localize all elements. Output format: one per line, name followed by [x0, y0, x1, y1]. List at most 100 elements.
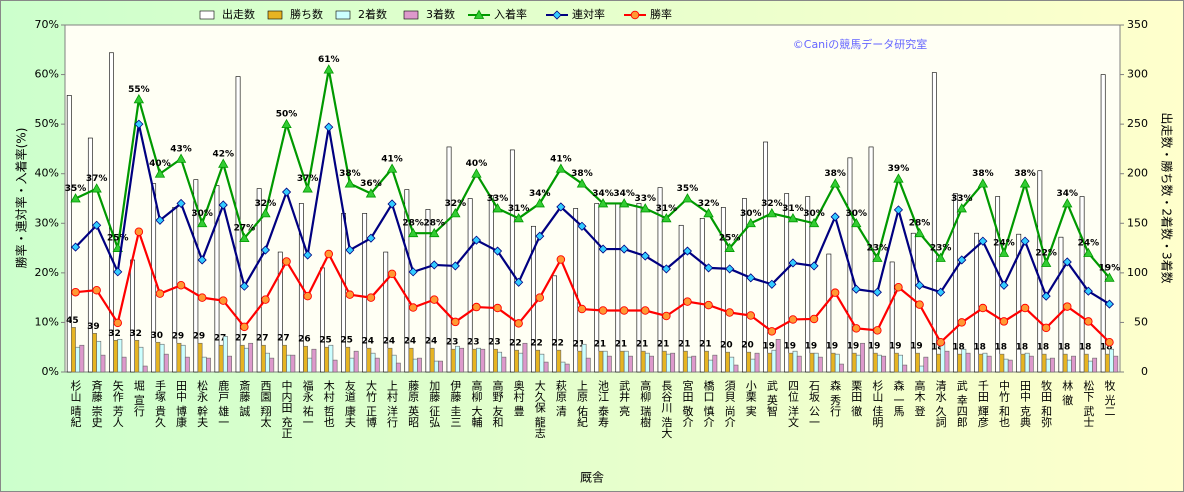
marker — [598, 306, 608, 315]
marker — [552, 10, 562, 20]
marker — [682, 246, 693, 256]
legend-swatch — [335, 10, 351, 20]
marker — [597, 198, 609, 208]
bar — [817, 356, 823, 373]
marker — [92, 285, 101, 295]
marker — [70, 242, 81, 252]
line — [75, 69, 1111, 279]
bar-value-label: 19 — [910, 342, 923, 352]
bar — [138, 346, 144, 373]
marker — [767, 279, 777, 289]
data-label: 32% — [761, 199, 783, 209]
marker — [197, 255, 207, 265]
bar — [256, 188, 262, 373]
y2-tick-label: 250 — [1127, 117, 1148, 130]
bar — [1104, 353, 1110, 373]
bar — [79, 344, 85, 373]
y2-tick-label: 0 — [1141, 365, 1148, 378]
marker — [345, 245, 355, 255]
bar — [1016, 233, 1022, 373]
bar — [606, 355, 612, 373]
bar — [1028, 355, 1034, 373]
data-label: 23% — [930, 243, 952, 253]
bar-value-label: 25 — [319, 336, 332, 346]
bar — [860, 342, 865, 373]
bar — [1109, 348, 1114, 373]
bar — [742, 198, 747, 373]
marker — [703, 208, 714, 218]
bar — [687, 356, 692, 373]
bar — [417, 357, 422, 373]
marker — [556, 202, 566, 212]
data-label: 42% — [212, 149, 234, 159]
bar-value-label: 29 — [193, 332, 206, 342]
marker — [724, 242, 735, 252]
x-tick-label: 森 秀行 — [829, 379, 842, 417]
x-tick-label: 牧田 和弥 — [1040, 379, 1053, 428]
x-tick-label: 友道 康夫 — [343, 379, 356, 428]
line — [74, 123, 1111, 306]
bar — [733, 364, 739, 373]
x-tick-label: 林 徹 — [1061, 379, 1074, 406]
marker — [618, 198, 630, 208]
x-tick-label: 松下 武士 — [1082, 379, 1095, 428]
bar — [640, 350, 646, 373]
bar — [134, 339, 140, 373]
marker — [767, 327, 777, 336]
data-label: 33% — [487, 194, 509, 204]
bar — [1050, 357, 1055, 373]
bar — [628, 355, 633, 373]
data-label: 23% — [867, 243, 889, 253]
bar — [370, 352, 376, 373]
x-tick-label: 上原 佑紀 — [575, 380, 588, 428]
marker — [323, 64, 334, 74]
bar — [113, 339, 119, 373]
marker — [1083, 286, 1093, 296]
marker — [365, 188, 377, 198]
data-label: 41% — [381, 154, 403, 164]
legend-swatch — [267, 10, 283, 20]
x-tick-label: 高柳 大輔 — [470, 379, 483, 428]
data-label: 39% — [888, 164, 910, 174]
x-tick-label: 杉山 晴紀 — [69, 379, 82, 428]
marker — [914, 227, 925, 238]
bar — [450, 348, 456, 373]
y-tick-label: 60% — [35, 68, 59, 81]
marker — [577, 304, 587, 314]
x-tick-label: 松永 幹夫 — [196, 379, 209, 428]
marker — [936, 287, 946, 297]
marker — [894, 282, 903, 292]
bar — [767, 352, 773, 373]
marker — [915, 300, 924, 309]
marker — [640, 203, 651, 213]
bar — [425, 209, 431, 373]
legend-label: 3着数 — [426, 7, 455, 21]
bar — [649, 355, 654, 373]
bar — [813, 352, 819, 373]
marker — [344, 178, 356, 188]
bar — [332, 359, 338, 373]
bar — [619, 350, 625, 373]
marker — [640, 251, 650, 261]
x-tick-label: 清水 久詞 — [934, 380, 947, 428]
bar — [218, 344, 224, 373]
marker — [1041, 291, 1051, 301]
bar-value-label: 23 — [446, 338, 459, 348]
marker — [630, 10, 640, 20]
marker — [451, 317, 460, 327]
x-tick-label: 栗田 徹 — [850, 380, 863, 417]
marker — [914, 280, 925, 290]
bar — [501, 356, 507, 373]
x-tick-label: 森 一馬 — [892, 379, 905, 417]
bar — [176, 342, 182, 373]
marker — [662, 311, 671, 321]
marker — [492, 246, 503, 256]
marker — [851, 217, 862, 228]
bar — [965, 352, 971, 373]
bar-value-label: 27 — [277, 334, 290, 344]
bar — [66, 95, 72, 373]
x-tick-label: 大竹 正博 — [364, 379, 377, 428]
marker — [935, 252, 946, 262]
bar-value-label: 21 — [615, 340, 628, 350]
marker — [1020, 303, 1030, 313]
